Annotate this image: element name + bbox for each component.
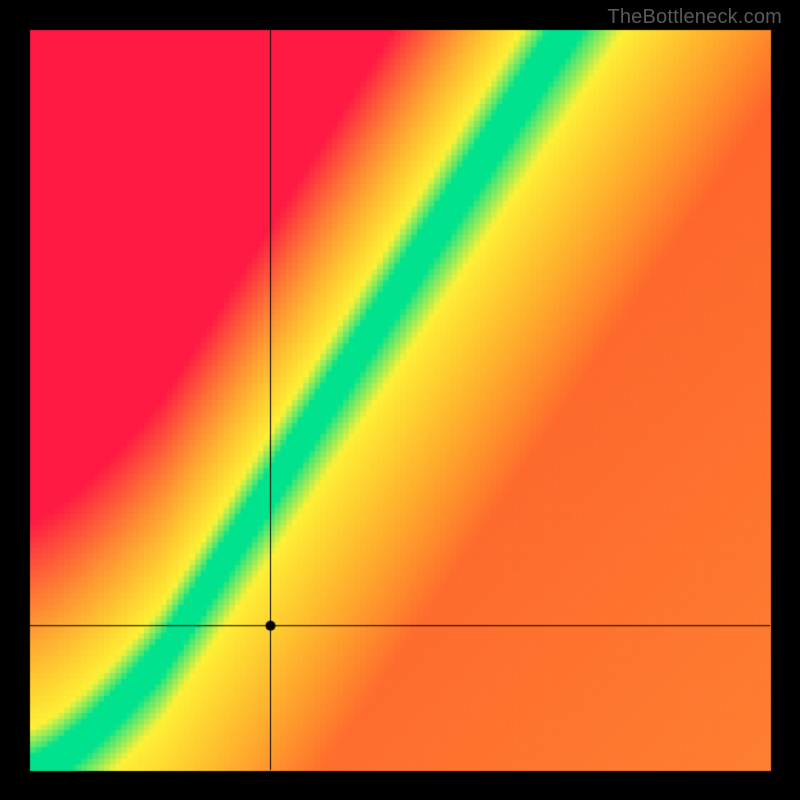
watermark-text: TheBottleneck.com <box>607 6 782 29</box>
bottleneck-heatmap <box>0 0 800 800</box>
chart-container: TheBottleneck.com <box>0 0 800 800</box>
